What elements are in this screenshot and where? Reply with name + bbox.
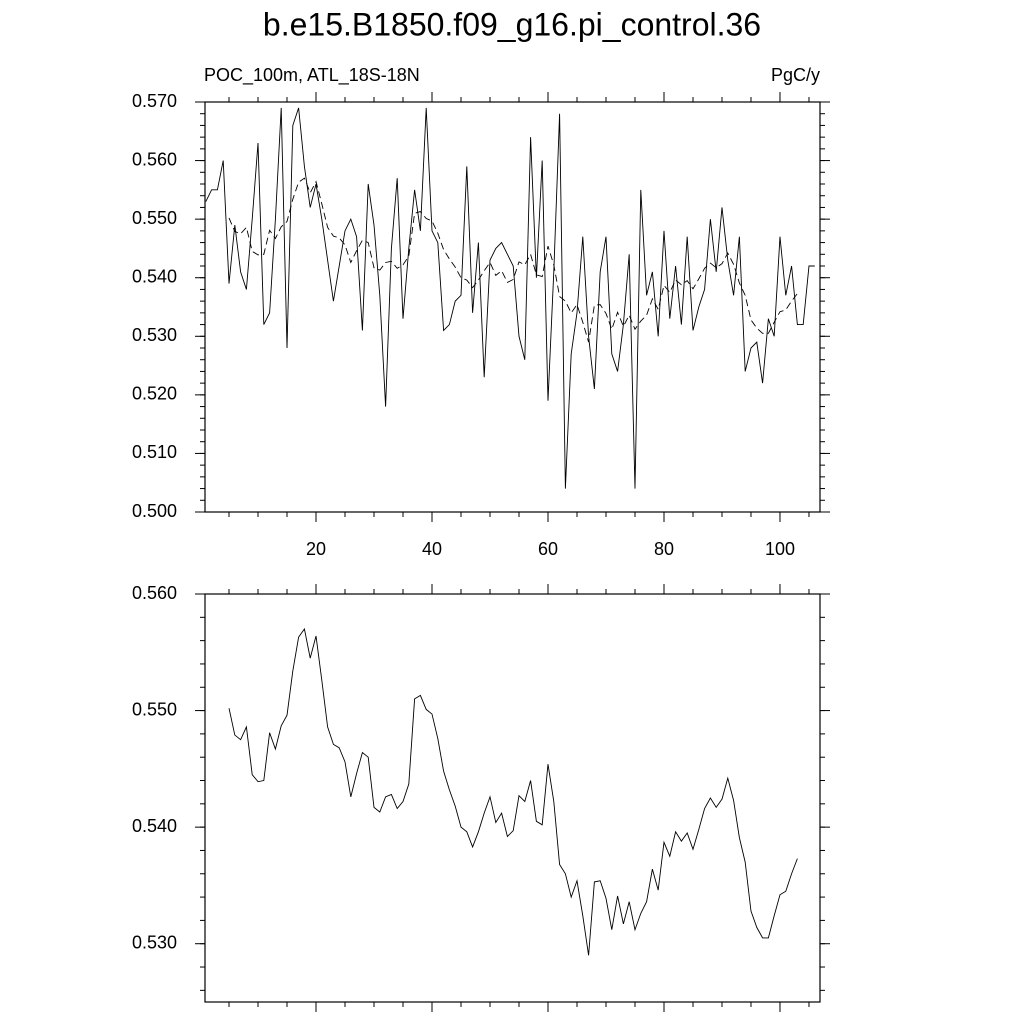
x-tick-label: 80 xyxy=(654,539,674,559)
y-tick-label: 0.550 xyxy=(132,699,177,719)
data-line xyxy=(205,107,815,489)
x-tick-label: 20 xyxy=(306,539,326,559)
plot-frame xyxy=(204,593,821,1003)
y-tick-label: 0.560 xyxy=(132,149,177,169)
x-tick-label: 60 xyxy=(538,539,558,559)
y-tick-label: 0.550 xyxy=(132,208,177,228)
y-tick-label: 0.540 xyxy=(132,816,177,836)
chart-title: b.e15.B1850.f09_g16.pi_control.36 xyxy=(263,6,761,42)
y-tick-label: 0.530 xyxy=(132,325,177,345)
data-line xyxy=(228,177,798,343)
data-line xyxy=(228,627,798,956)
x-tick-label: 40 xyxy=(422,539,442,559)
y-tick-label: 0.520 xyxy=(132,384,177,404)
x-tick-label: 100 xyxy=(765,539,795,559)
y-tick-label: 0.540 xyxy=(132,266,177,286)
units-label: PgC/y xyxy=(771,65,820,85)
y-tick-label: 0.510 xyxy=(132,442,177,462)
y-tick-label: 0.500 xyxy=(132,501,177,521)
y-tick-label: 0.560 xyxy=(132,583,177,603)
y-tick-label: 0.570 xyxy=(132,91,177,111)
plot-frame xyxy=(204,101,821,513)
subtitle: POC_100m, ATL_18S-18N xyxy=(204,65,420,86)
y-tick-label: 0.530 xyxy=(132,932,177,952)
